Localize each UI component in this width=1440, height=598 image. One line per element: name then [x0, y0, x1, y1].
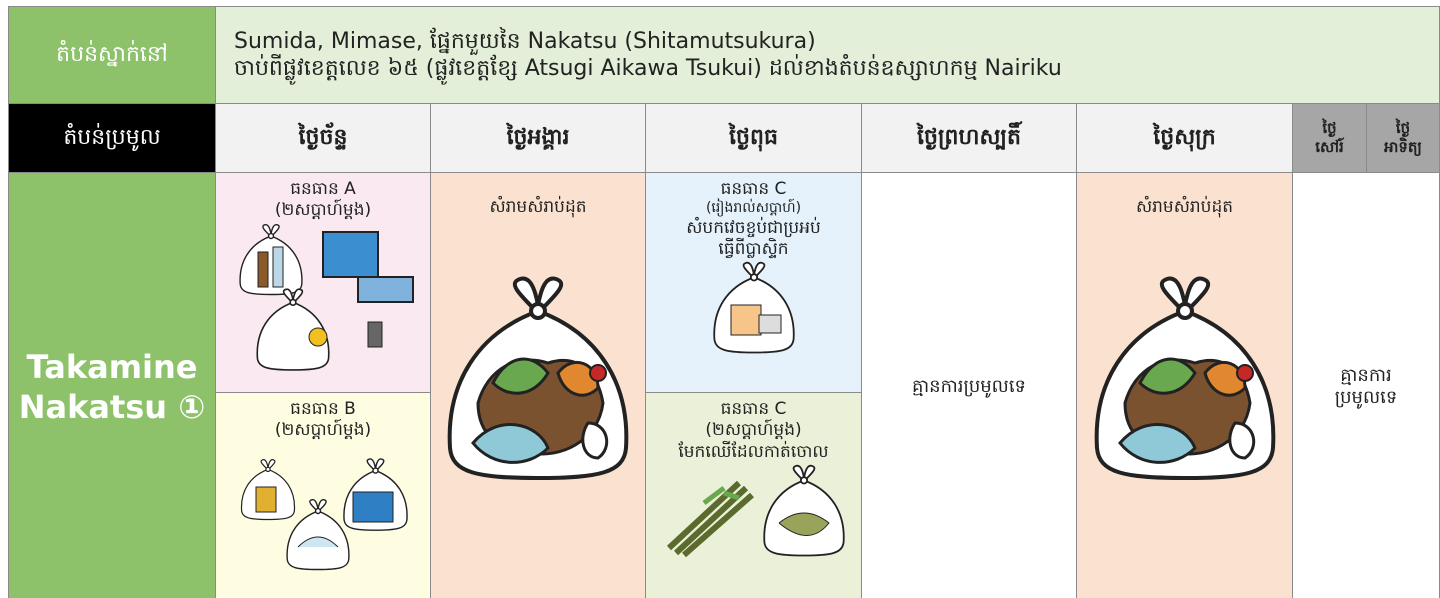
cell-text: (២សប្តាហ៍ម្តង): [274, 420, 372, 441]
cell-text: (រៀងរាល់សប្តាហ៍): [705, 200, 802, 217]
day-text: សៅរ៍: [1315, 138, 1344, 156]
area-line: ចាប់ពីផ្លូវខេត្តលេខ ៦៥ (ផ្លូវខេត្តខ្សែ A…: [234, 56, 1062, 81]
tuesday: សំរាមសំរាប់ដុត: [430, 172, 646, 598]
cell-text: គ្មានការ: [1340, 364, 1392, 386]
day-header: ថ្ងៃសុក្រ: [1076, 103, 1293, 173]
day-text: អាទិត្យ: [1384, 138, 1422, 156]
illustration: [240, 457, 408, 570]
day-text: ថ្ងៃ: [1322, 119, 1337, 138]
cell-text: ធ្វើពីប្លាស្ទិក: [718, 239, 789, 259]
day-text: ថ្ងៃព្រហស្បតិ៍: [917, 125, 1021, 151]
wednesday-c2: ធនធាន C (២សប្តាហ៍ម្តង) មែកឈើដែលកាត់ចោល: [645, 392, 862, 598]
day-text: ថ្ងៃពុធ: [729, 125, 778, 151]
cell-text: (២សប្តាហ៍ម្តង): [274, 200, 372, 221]
illustration: [666, 464, 845, 557]
area-line: Sumida, Mimase, ផ្នែកមួយនៃ Nakatsu (Shit…: [234, 28, 816, 54]
friday: សំរាមសំរាប់ដុត: [1076, 172, 1293, 598]
day-text: ថ្ងៃសុក្រ: [1153, 125, 1216, 151]
cell-text: ប្រមូលទេ: [1334, 387, 1398, 408]
cell-text: (២សប្តាហ៍ម្តង): [705, 420, 802, 441]
monday-b: ធនធាន B (២សប្តាហ៍ម្តង): [215, 392, 431, 598]
cell-text: ធនធាន C: [720, 399, 787, 419]
day-text: ថ្ងៃអង្គារ: [506, 125, 570, 151]
collection-label: តំបន់ប្រមូល: [8, 103, 216, 173]
district-line: Nakatsu ①: [18, 388, 206, 426]
day-header: ថ្ងៃអង្គារ: [430, 103, 646, 173]
label-text: តំបន់ស្នាក់នៅ: [56, 42, 168, 68]
day-header: ថ្ងៃ សៅរ៍: [1292, 103, 1367, 173]
monday-a: ធនធាន A (២សប្តាហ៍ម្តង): [215, 172, 431, 393]
cell-text: ធនធាន C: [720, 179, 787, 199]
illustration: [239, 223, 414, 371]
day-text: ថ្ងៃច័ន្ទ: [298, 125, 348, 151]
illustration: [438, 268, 638, 488]
thursday: គ្មានការប្រមូលទេ: [861, 172, 1077, 598]
day-header: ថ្ងៃច័ន្ទ: [215, 103, 431, 173]
cell-text: មែកឈើដែលកាត់ចោល: [678, 441, 829, 462]
illustration: [712, 262, 795, 354]
cell-text: ធនធាន A: [290, 179, 356, 199]
district-line: Takamine: [26, 348, 198, 386]
day-text: ថ្ងៃ: [1395, 119, 1411, 138]
cell-text: គ្មានការប្រមូលទេ: [912, 375, 1026, 397]
residence-label: តំបន់ស្នាក់នៅ: [8, 6, 216, 104]
weekend: គ្មានការ ប្រមូលទេ: [1292, 172, 1440, 598]
cell-text: ធនធាន B: [290, 399, 356, 419]
wednesday-c: ធនធាន C (រៀងរាល់សប្តាហ៍) សំបកវេចខ្ចប់ជាប…: [645, 172, 862, 393]
day-header: ថ្ងៃព្រហស្បតិ៍: [861, 103, 1077, 173]
residence-area: Sumida, Mimase, ផ្នែកមួយនៃ Nakatsu (Shit…: [215, 6, 1440, 104]
district: Takamine Nakatsu ①: [8, 172, 216, 598]
illustration: [1085, 268, 1285, 488]
label-text: តំបន់ប្រមូល: [63, 125, 161, 151]
day-header: ថ្ងៃពុធ: [645, 103, 862, 173]
cell-text: សំបកវេចខ្ចប់ជាប្រអប់: [686, 217, 821, 238]
day-header: ថ្ងៃ អាទិត្យ: [1366, 103, 1440, 173]
cell-text: សំរាមសំរាប់ដុត: [489, 197, 587, 217]
cell-text: សំរាមសំរាប់ដុត: [1135, 197, 1234, 217]
